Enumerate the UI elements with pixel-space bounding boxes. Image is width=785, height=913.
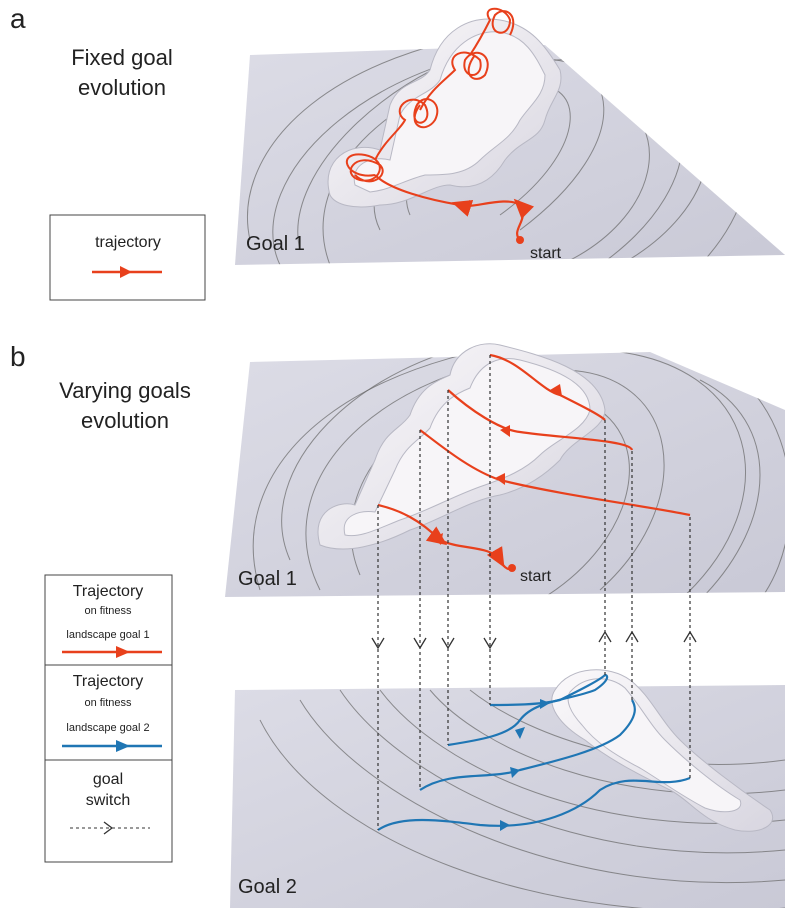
title: Fixed goal <box>71 45 173 70</box>
start-label: start <box>530 245 562 262</box>
legend-text: landscape goal 1 <box>66 629 149 641</box>
legend-text: Trajectory <box>73 673 144 690</box>
legend-box <box>45 575 172 862</box>
plane-label: Goal 2 <box>238 876 297 898</box>
title: Varying goals <box>59 378 191 403</box>
legend-text: landscape goal 2 <box>66 722 149 734</box>
legend-text: goal <box>93 771 123 788</box>
legend-text: on fitness <box>84 697 132 709</box>
plane-label: Goal 1 <box>246 233 305 255</box>
panel-a: a Fixed goal evolution Goal 1 start traj… <box>10 3 785 300</box>
legend-text: on fitness <box>84 605 132 617</box>
figure: a Fixed goal evolution Goal 1 start traj… <box>0 0 785 908</box>
legend-box <box>50 215 205 300</box>
start-label: start <box>520 568 552 585</box>
legend-text: switch <box>86 792 130 809</box>
title: evolution <box>81 408 169 433</box>
plane-label: Goal 1 <box>238 568 297 590</box>
legend-text: trajectory <box>95 234 161 251</box>
panel-label: a <box>10 3 26 34</box>
panel-label: b <box>10 341 26 372</box>
panel-b: b Varying goals evolution Goal 1 start <box>10 335 785 908</box>
legend-text: Trajectory <box>73 583 144 600</box>
title: evolution <box>78 75 166 100</box>
